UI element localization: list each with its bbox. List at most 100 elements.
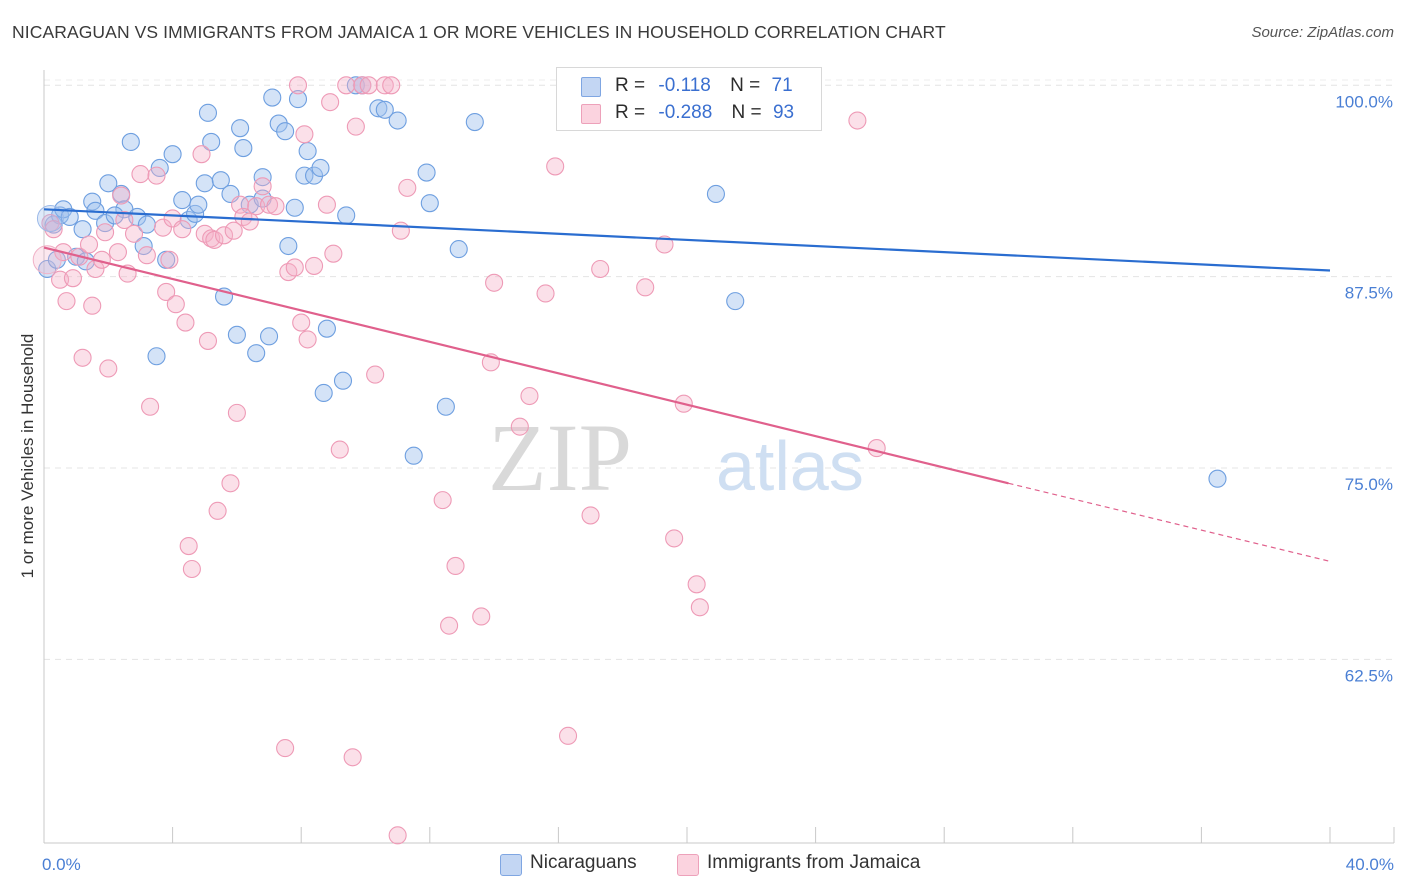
data-point xyxy=(231,119,250,138)
data-point xyxy=(279,236,298,256)
y-tick-label: 75.0% xyxy=(1345,475,1393,494)
r-value: -0.288 xyxy=(658,102,713,123)
axes xyxy=(43,70,1395,844)
series-nicaraguans xyxy=(38,76,1227,488)
data-point xyxy=(137,246,156,265)
data-point xyxy=(375,76,394,95)
data-point xyxy=(234,207,253,226)
data-point xyxy=(398,178,417,197)
data-point xyxy=(337,206,356,225)
data-point xyxy=(227,325,246,344)
data-point xyxy=(259,327,279,346)
data-point xyxy=(375,100,394,119)
y-tick-label: 100.0% xyxy=(1335,92,1393,111)
data-point xyxy=(263,88,282,107)
data-point xyxy=(324,244,343,263)
data-point xyxy=(446,556,465,575)
watermark-atlas: atlas xyxy=(716,427,864,505)
data-point xyxy=(96,223,115,242)
data-point xyxy=(141,397,160,416)
data-point xyxy=(706,184,725,204)
n-label: N = xyxy=(731,102,762,123)
data-point xyxy=(546,157,565,176)
data-point xyxy=(472,607,491,626)
data-point xyxy=(36,204,64,232)
source-note: Source: ZipAtlas.com xyxy=(1251,24,1394,41)
data-point xyxy=(485,273,504,292)
data-point xyxy=(285,258,304,277)
data-point xyxy=(112,186,131,205)
r-value: -0.118 xyxy=(658,75,711,96)
jamaica-swatch xyxy=(581,104,601,124)
data-point xyxy=(317,195,336,214)
data-point xyxy=(198,103,218,122)
data-point xyxy=(285,198,304,217)
data-point xyxy=(298,142,317,161)
data-point xyxy=(292,313,311,332)
stats-legend: R = -0.118 N = 71 R = -0.288 N = 93 xyxy=(556,67,822,131)
data-point xyxy=(269,114,288,133)
data-point xyxy=(433,491,452,510)
data-point xyxy=(655,235,674,254)
data-point xyxy=(687,575,706,594)
data-point xyxy=(388,826,407,845)
data-point xyxy=(417,163,436,182)
data-point xyxy=(202,132,221,151)
data-point xyxy=(195,174,214,193)
data-point xyxy=(234,139,253,158)
trend-line-nicaraguans xyxy=(43,208,1331,272)
data-point xyxy=(276,739,295,758)
data-point xyxy=(247,344,266,363)
data-point xyxy=(391,221,410,240)
data-point xyxy=(163,145,182,164)
data-point xyxy=(591,259,610,279)
r-label: R = xyxy=(615,75,646,96)
data-point xyxy=(404,446,423,465)
data-point xyxy=(99,359,118,378)
watermark: ZIP atlas xyxy=(488,404,864,511)
data-point xyxy=(179,536,198,556)
data-point xyxy=(166,295,185,314)
data-point xyxy=(295,166,314,185)
data-point xyxy=(388,111,407,130)
data-point xyxy=(311,158,330,178)
data-point xyxy=(57,292,76,311)
data-point xyxy=(73,348,92,367)
data-point xyxy=(346,117,365,136)
data-point xyxy=(465,112,484,132)
legend-swatch-nicaraguans xyxy=(500,854,522,876)
data-point xyxy=(60,207,79,226)
data-point xyxy=(346,76,365,95)
watermark-zip: ZIP xyxy=(488,404,632,511)
y-tick-label: 62.5% xyxy=(1345,666,1393,685)
data-point xyxy=(288,76,308,95)
data-point xyxy=(44,220,63,239)
data-point xyxy=(690,598,709,617)
data-point xyxy=(276,122,295,141)
data-point xyxy=(173,220,192,239)
data-point xyxy=(205,230,224,249)
series-legend: Nicaraguans Immigrants from Jamaica xyxy=(0,852,1406,878)
data-point xyxy=(173,191,192,210)
data-point xyxy=(420,194,439,213)
data-point xyxy=(115,210,134,230)
data-point xyxy=(314,383,333,403)
data-point xyxy=(153,218,173,237)
data-point xyxy=(1208,469,1227,488)
data-point xyxy=(359,76,378,95)
data-point xyxy=(83,296,102,315)
data-point xyxy=(298,330,317,349)
data-point xyxy=(192,145,211,164)
legend-swatch-jamaica xyxy=(677,854,699,876)
data-point xyxy=(105,206,124,225)
data-point xyxy=(253,168,272,187)
trend-line-jamaica-extension xyxy=(1008,482,1331,562)
data-point xyxy=(382,76,401,95)
data-point xyxy=(189,195,208,214)
data-point xyxy=(79,235,99,254)
data-point xyxy=(726,292,745,311)
data-point xyxy=(259,195,279,214)
data-point xyxy=(449,240,468,259)
nicaraguans-swatch xyxy=(581,77,601,97)
